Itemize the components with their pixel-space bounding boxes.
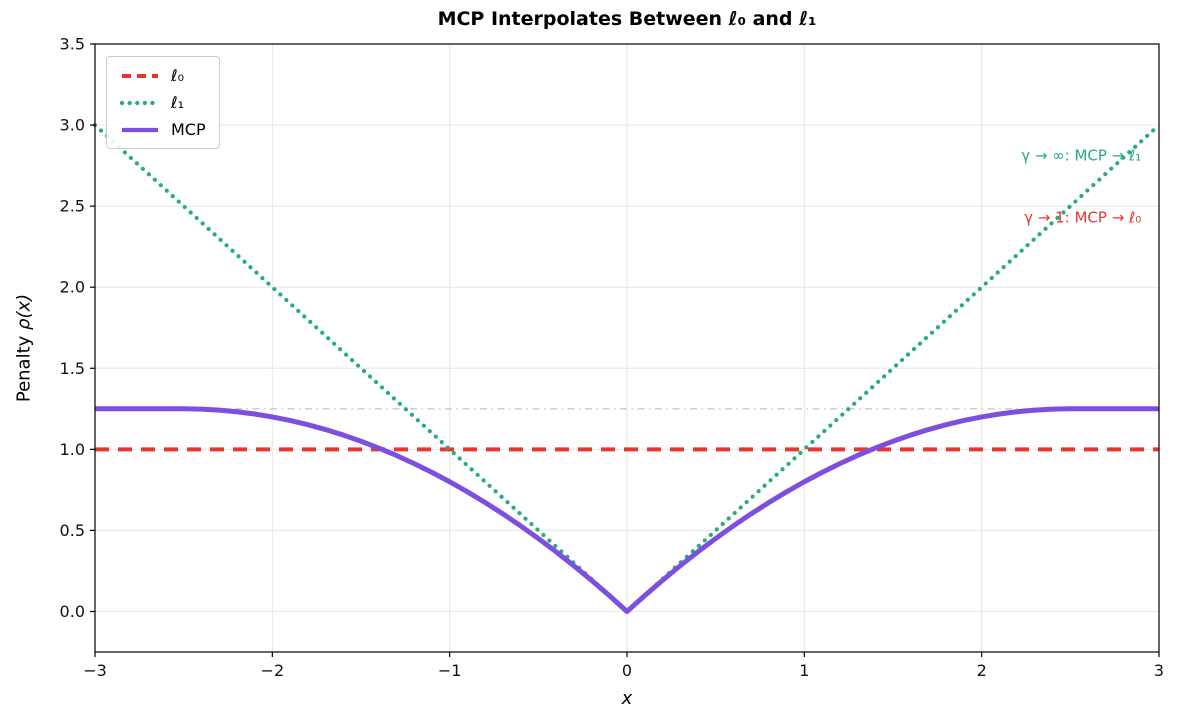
- x-tick-label: −2: [261, 661, 285, 680]
- legend-label-mcp: MCP: [171, 120, 206, 139]
- x-tick-label: −3: [83, 661, 107, 680]
- chart-title: MCP Interpolates Between ℓ₀ and ℓ₁: [437, 8, 817, 30]
- legend-item-mcp: MCP: [120, 120, 206, 139]
- x-tick-label: 2: [977, 661, 987, 680]
- y-tick-label: 2.0: [60, 278, 85, 297]
- legend-line-sample-l0: [122, 73, 158, 78]
- y-tick-label: 0.5: [60, 521, 85, 540]
- y-axis-label-math: ρ(x): [13, 293, 35, 330]
- y-tick-label: 1.0: [60, 440, 85, 459]
- annotation-0: γ → ∞: MCP → ℓ₁: [1021, 147, 1141, 165]
- x-tick-label: 0: [622, 661, 632, 680]
- series-mcp: [95, 406, 1159, 614]
- x-tick-label: −1: [438, 661, 462, 680]
- y-tick-label: 3.0: [60, 116, 85, 135]
- y-tick-label: 3.5: [60, 35, 85, 54]
- x-tick-label: 3: [1154, 661, 1164, 680]
- y-axis-label: Penalty ρ(x): [14, 294, 35, 402]
- y-tick-label: 2.5: [60, 197, 85, 216]
- legend-label-l1: ℓ₁: [171, 93, 185, 112]
- y-tick-label: 1.5: [60, 359, 85, 378]
- y-tick-label: 0.0: [60, 602, 85, 621]
- legend: ℓ₀ ℓ₁ MCP: [106, 56, 220, 149]
- legend-line-sample-mcp: [122, 127, 158, 132]
- x-axis-label: x: [621, 688, 633, 709]
- x-tick-label: 1: [799, 661, 809, 680]
- annotation-1: γ → 1: MCP → ℓ₀: [1024, 208, 1141, 226]
- y-axis-label-text: Penalty: [13, 329, 35, 403]
- legend-item-l0: ℓ₀: [120, 66, 206, 85]
- legend-item-l1: ℓ₁: [120, 93, 206, 112]
- legend-label-l0: ℓ₀: [171, 66, 185, 85]
- legend-line-sample-l1: [120, 100, 160, 105]
